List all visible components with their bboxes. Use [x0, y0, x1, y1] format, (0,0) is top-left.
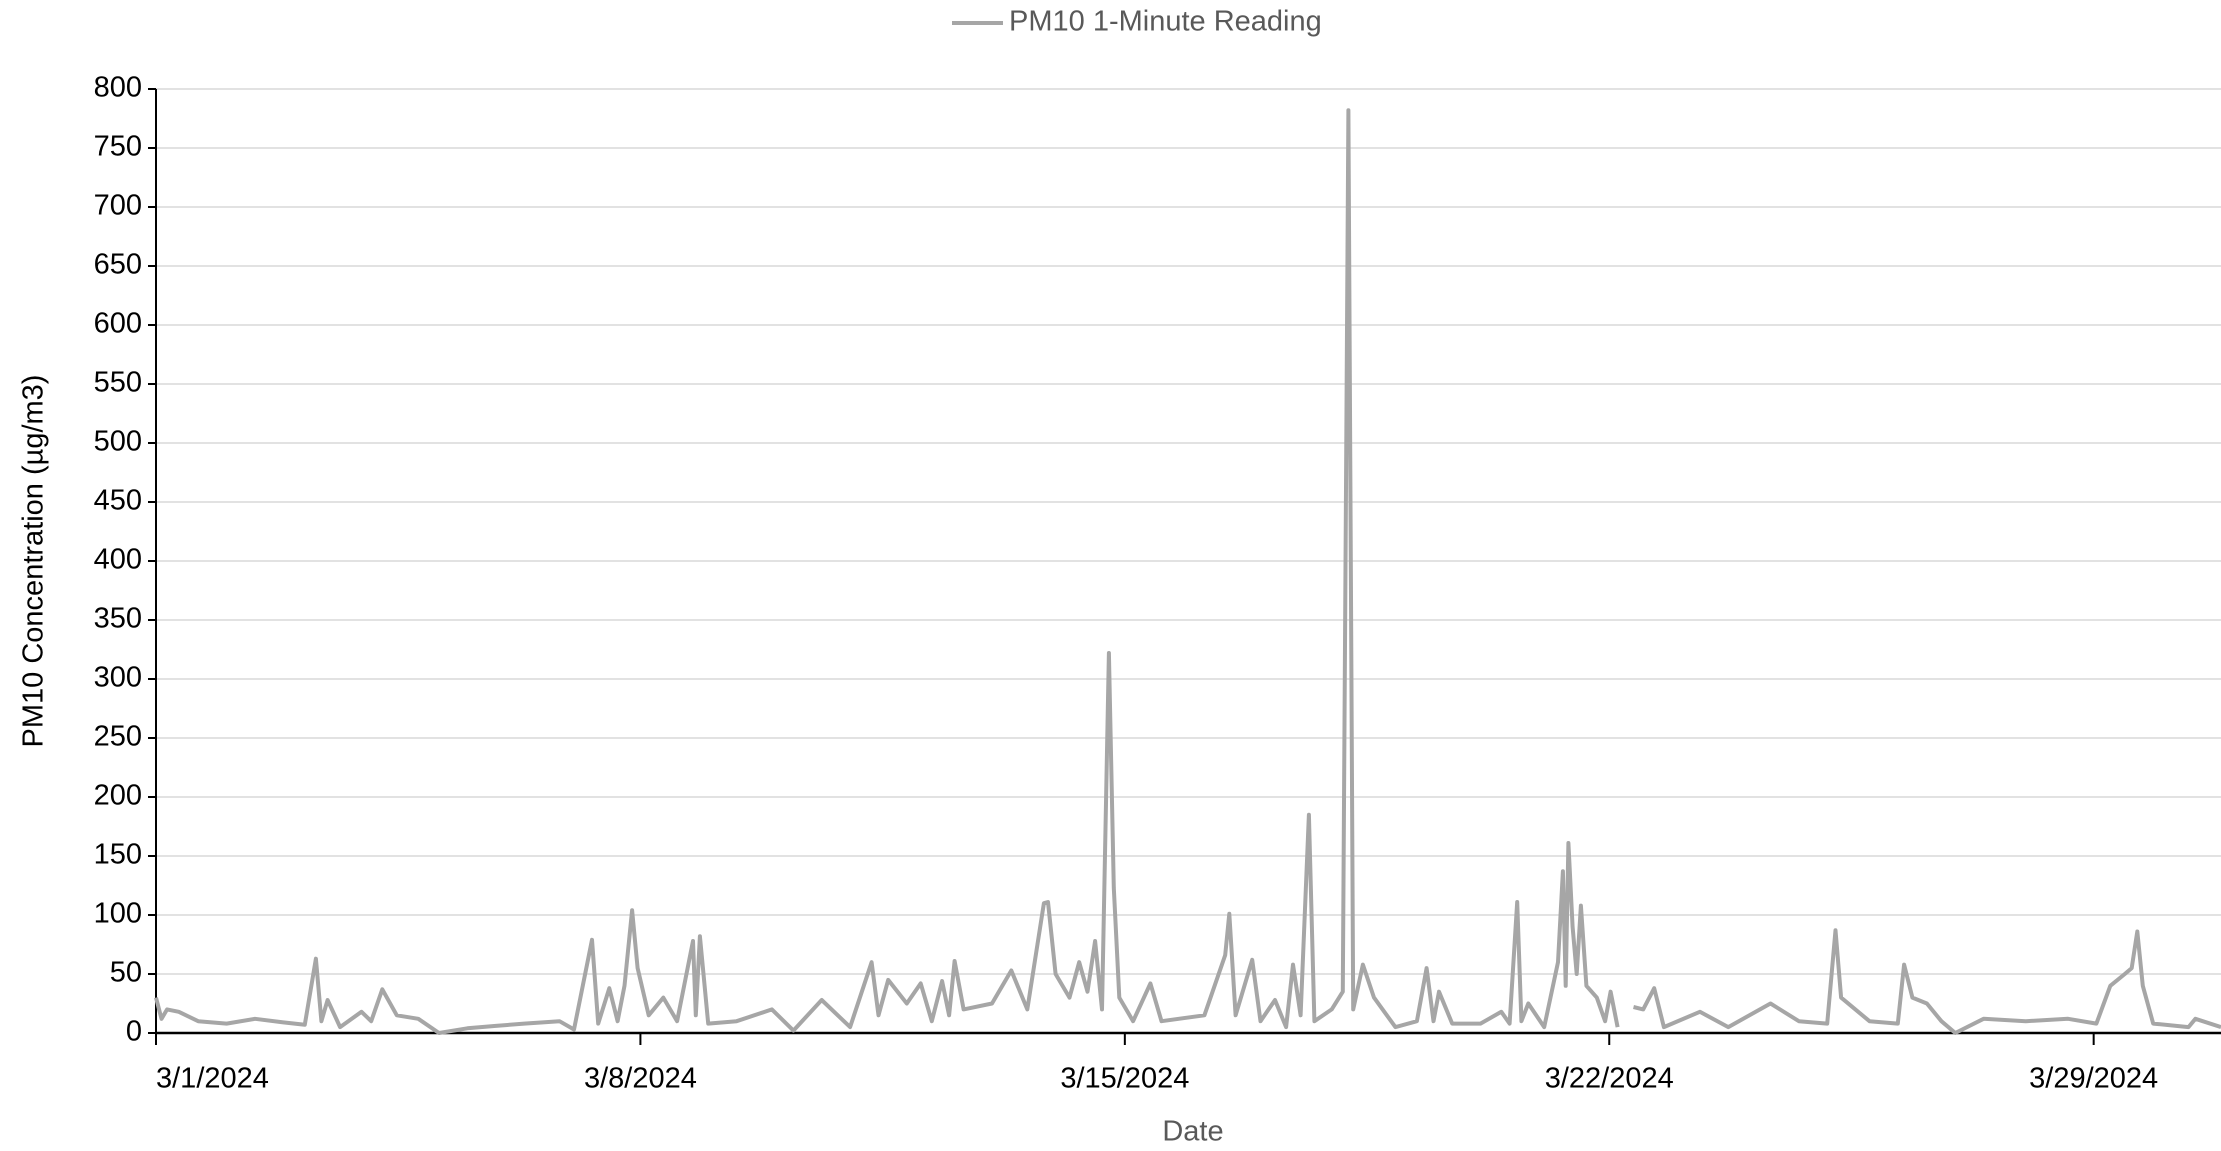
y-tick-label: 750 — [94, 131, 142, 163]
y-tick-label: 150 — [94, 839, 142, 871]
y-tick-label: 600 — [94, 308, 142, 340]
y-tick-label: 400 — [94, 544, 142, 576]
y-tick-label: 200 — [94, 780, 142, 812]
y-tick-label: 300 — [94, 662, 142, 694]
y-tick-label: 100 — [94, 898, 142, 930]
y-tick-label: 650 — [94, 249, 142, 281]
x-tick-label: 3/29/2024 — [2029, 1063, 2158, 1095]
legend-label: PM10 1-Minute Reading — [1009, 6, 1322, 38]
x-tick-label: 3/22/2024 — [1545, 1063, 1674, 1095]
y-tick-label: 250 — [94, 721, 142, 753]
x-tick-label: 3/15/2024 — [1060, 1063, 1189, 1095]
x-axis-title: Date — [1162, 1116, 1223, 1148]
y-tick-label: 0 — [126, 1016, 142, 1048]
y-tick-label: 700 — [94, 190, 142, 222]
line-series — [154, 108, 2221, 1035]
y-tick-label: 800 — [94, 72, 142, 104]
y-tick-label: 500 — [94, 426, 142, 458]
y-tick-label: 350 — [94, 603, 142, 635]
y-tick-label: 50 — [110, 957, 142, 989]
y-tick-label: 450 — [94, 485, 142, 517]
x-tick-label: 3/8/2024 — [584, 1063, 697, 1095]
y-axis-title: PM10 Concentration (µg/m3) — [18, 375, 50, 748]
y-tick-label: 550 — [94, 367, 142, 399]
x-tick-label: 3/1/2024 — [156, 1063, 269, 1095]
